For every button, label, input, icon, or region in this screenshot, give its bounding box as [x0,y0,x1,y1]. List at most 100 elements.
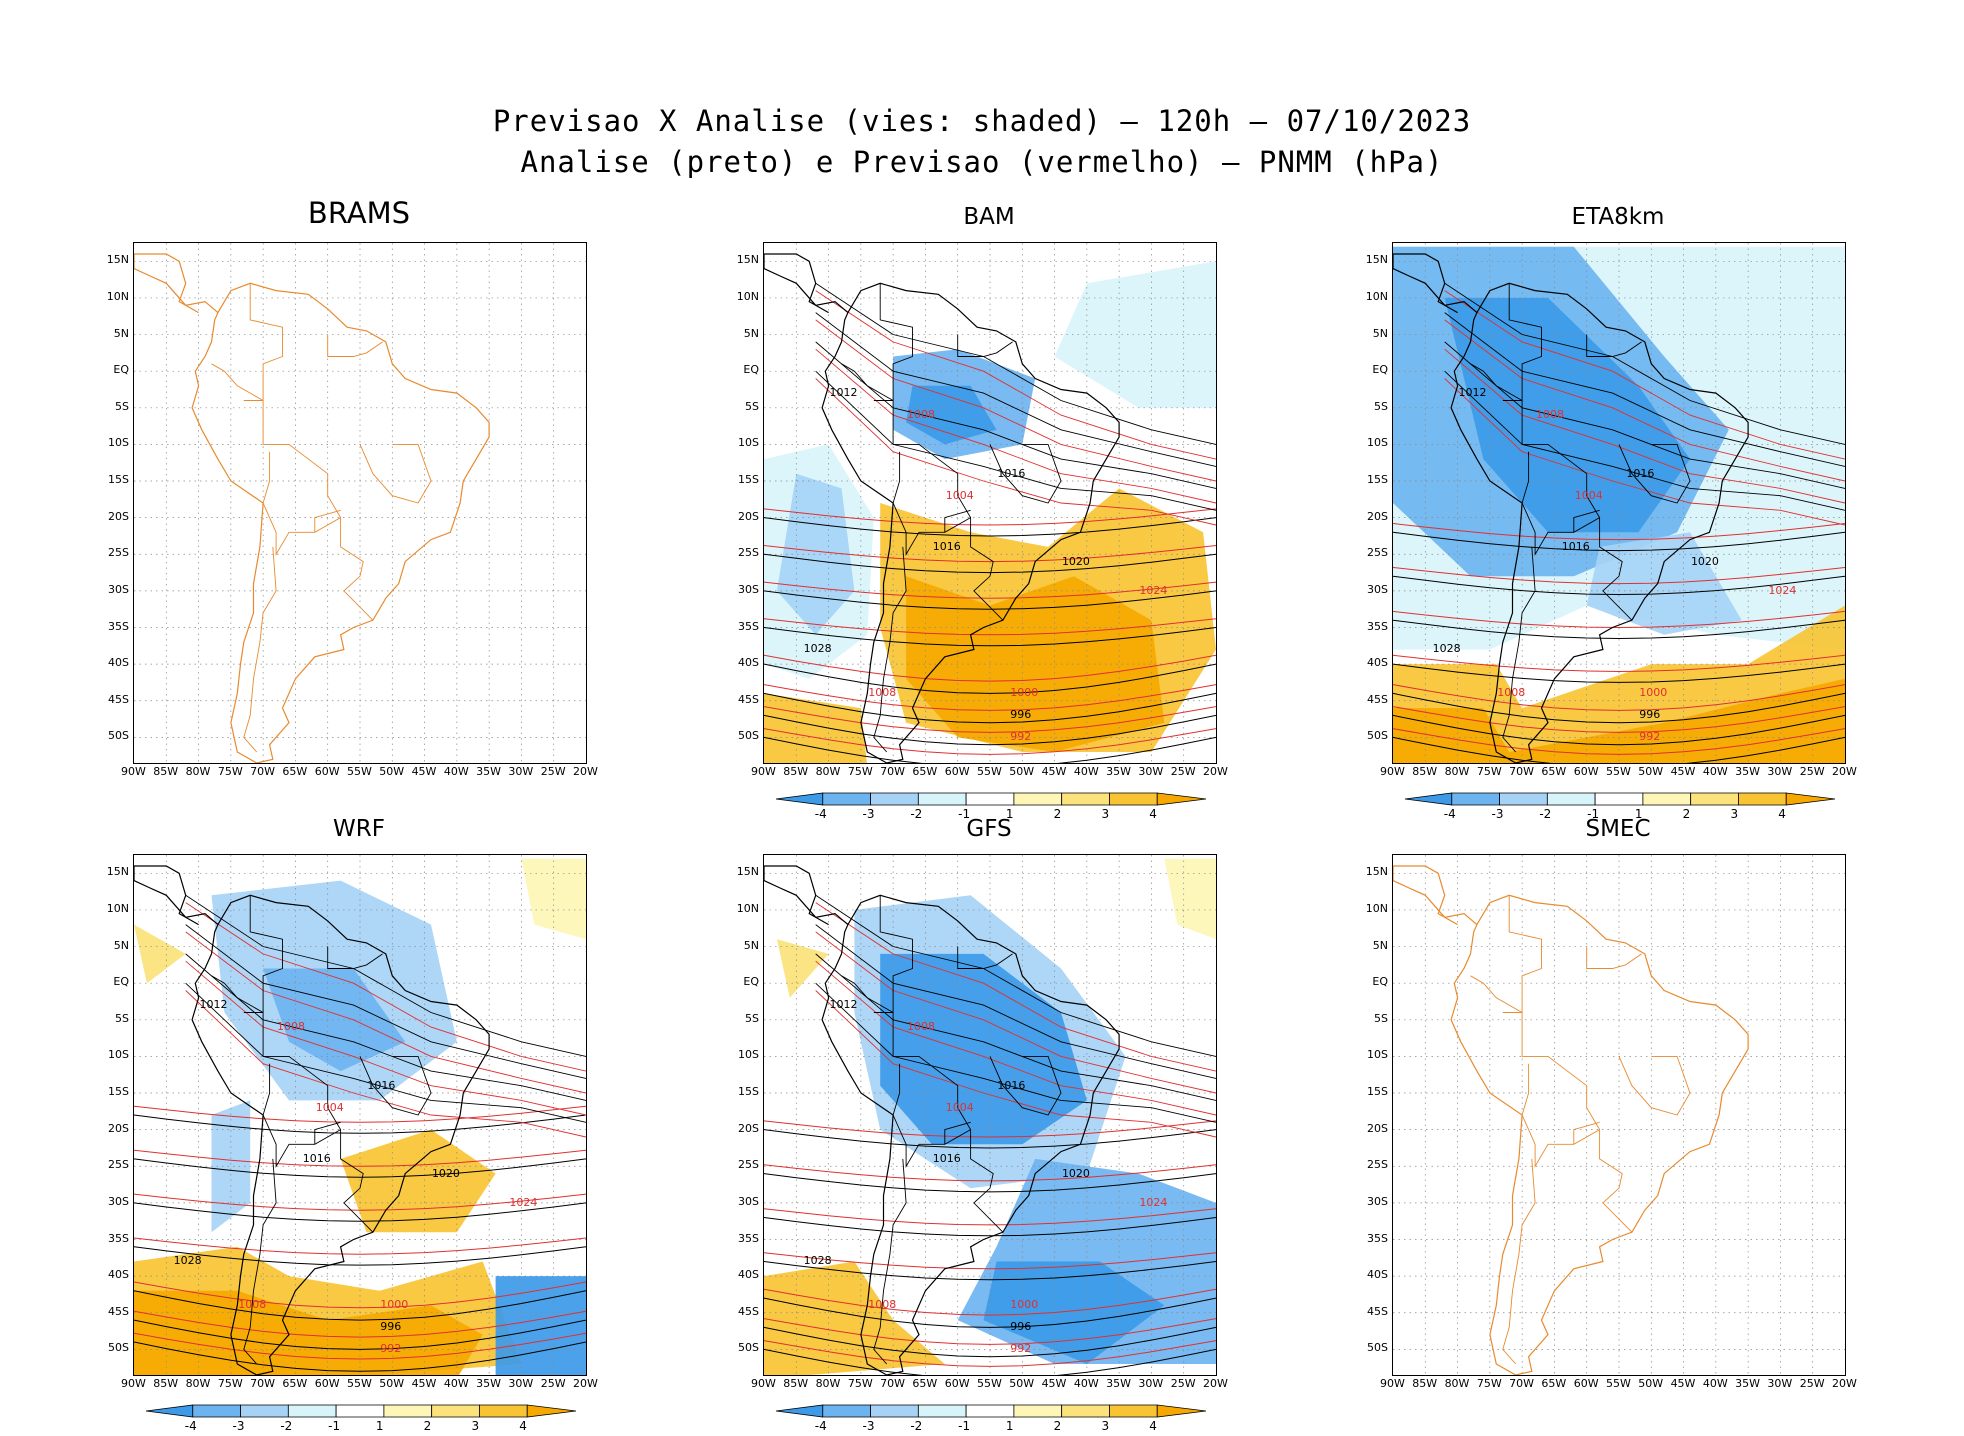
forecast-isobar [1444,378,1845,526]
colorbar-gfs: -4 -3 -2 -1 1 2 3 4 [775,1404,1207,1433]
coastline-south-america [1450,894,1749,1375]
isobar-label: 1016 [1626,466,1655,480]
lon-tick-label: 90W [121,1377,146,1390]
country-border [1573,509,1600,533]
lat-tick-label: 45S [108,1304,129,1318]
forecast-isobar [1393,654,1845,673]
lon-tick-label: 70W [250,765,276,778]
colorbar-tick-label: -4 [1443,807,1456,821]
colorbar-swatch [383,1404,433,1418]
country-border [1573,1121,1600,1145]
lat-tick-label: EQ [743,363,759,377]
lat-tick-label: 40S [738,1268,759,1282]
panel-title-eta: ETA8km [1571,204,1665,230]
country-border [1521,1063,1530,1116]
panel-wrf: WRF 1012 1008 1016 1004 1020 1024 1028 1000 996 99… [107,816,598,1433]
analysis-isobar [764,1297,1216,1328]
lat-tick-label: 20S [738,1121,759,1135]
analysis-isobar [1444,282,1845,445]
map-brams [133,242,587,764]
coastline-central-america [764,865,849,926]
lon-tick-label: 85W [153,765,179,778]
lat-tick-label: 20S [108,509,129,523]
lat-tick-label: EQ [113,975,129,989]
isobar-label: 1016 [997,466,1026,480]
analysis-isobar [185,924,586,1079]
colorbar-tick-label: -4 [814,807,827,821]
coastline-central-america [1393,865,1478,926]
analysis-isobar [815,282,1216,445]
colorbar-swatch [917,792,967,806]
analysis-isobar [764,736,1216,763]
lat-tick-label: 15N [106,253,129,267]
lat-tick-label: EQ [743,975,759,989]
analysis-isobar [1393,663,1845,683]
country-border [314,509,341,533]
map-gfs: 1012 1008 1016 1004 1020 1024 1028 1000 996 992 10… [763,854,1217,1376]
analysis-isobar [764,553,1216,574]
lon-tick-label: 25W [1799,1377,1825,1390]
isobar-label: 996 [380,1320,402,1334]
colorbar-swatch [1738,792,1787,806]
lat-tick-label: 30S [738,1194,759,1208]
analysis-isobar [764,692,1216,724]
analysis-isobar [764,1129,1216,1149]
lat-tick-label: 5S [1374,1011,1388,1025]
lon-tick-label: 30W [1767,765,1793,778]
lat-tick-label: 15S [738,1085,759,1099]
analysis-isobar [134,1114,586,1134]
bias-shading-6 [776,939,829,998]
colorbar-tick-label: 1 [1005,807,1014,821]
forecast-isobar [134,1332,586,1360]
lon-tick-label: 70W [250,1377,276,1390]
colorbar-bam: -4 -3 -2 -1 1 2 3 4 [775,792,1207,821]
analysis-isobar [764,1326,1216,1358]
map-bam: 1012 1008 1016 1004 1020 1024 1028 1000 996 992 10… [763,242,1217,764]
colorbar-swatch [1061,1404,1110,1418]
analysis-isobar [1444,312,1845,467]
lon-tick-label: 65W [282,1377,308,1390]
forecast-isobar [764,545,1216,563]
lat-tick-label: 15S [1367,473,1388,487]
lon-tick-label: 35W [1735,765,1761,778]
analysis-isobar [134,1158,586,1178]
lat-tick-label: 15N [1365,865,1388,879]
lon-tick-label: 75W [1476,1377,1502,1390]
bias-shading-3 [1586,532,1742,635]
country-border [262,451,271,504]
analysis-isobar [1393,714,1845,746]
bias-shading-6 [906,576,1165,752]
isobar-label: 1028 [803,1254,832,1268]
lon-tick-label: 25W [1170,1377,1196,1390]
forecast-isobar [764,654,1216,682]
coastline-south-america [821,282,1120,763]
forecast-isobar [815,931,1216,1094]
lat-tick-label: 5N [743,938,759,952]
lon-tick-label: 50W [1009,1377,1035,1390]
colorbar-tick-label: -4 [814,1419,827,1433]
lat-tick-label: 35S [1367,619,1388,633]
lat-tick-label: EQ [1372,975,1388,989]
colorbar-eta: -4 -3 -2 -1 1 2 3 4 [1404,792,1836,821]
lon-tick-label: 60W [944,1377,970,1390]
lat-tick-label: 35S [108,1231,129,1245]
lon-tick-label: 85W [1412,765,1438,778]
country-border [1586,334,1642,357]
lat-tick-label: 30S [1367,582,1388,596]
country-border [1470,363,1523,401]
lon-tick-label: 75W [217,1377,243,1390]
country-border [989,1055,1062,1116]
panel-title-bam: BAM [963,204,1015,230]
forecast-isobar [764,1252,1216,1270]
bias-shading-5 [1393,678,1845,763]
colorbar-swatch [1451,792,1500,806]
colorbar-swatch [431,1404,480,1418]
isobar-label: 992 [1010,1342,1032,1356]
country-border [359,1055,432,1116]
colorbar-swatch [870,792,919,806]
panel-title-brams: BRAMS [307,196,411,230]
isobar-label: 1008 [868,1298,897,1312]
lon-tick-label: 90W [121,765,146,778]
lon-tick-label: 80W [1444,765,1470,778]
lon-tick-label: 45W [411,1377,437,1390]
